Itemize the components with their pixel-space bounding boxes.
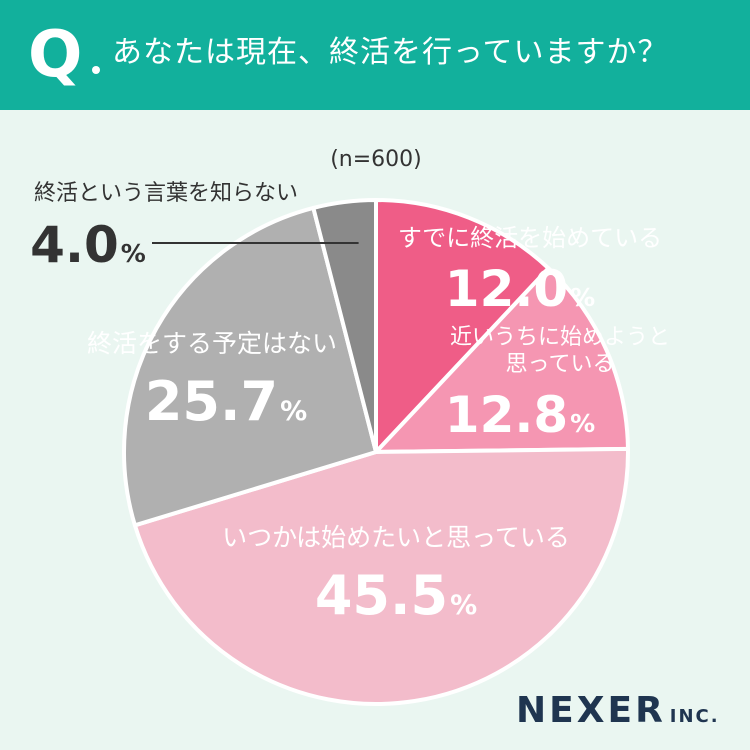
nexer-logo: NEXER INC. [516, 690, 720, 734]
slice-label: 終活をする予定はない [87, 329, 337, 358]
pie-slice [374, 266, 630, 454]
slice-value: 25.7% [145, 370, 307, 433]
slice-value: 12.8% [445, 386, 595, 444]
pie-slice [374, 198, 551, 454]
slice-value: 12.0% [445, 260, 595, 318]
question-header: Q あなたは現在、終活を行っていますか？ [0, 0, 750, 110]
logo-main: NEXER [516, 690, 666, 731]
sample-size-label: (n=600) [330, 147, 422, 172]
slice-value: 45.5% [315, 564, 477, 627]
logo-inc: INC. [669, 706, 720, 727]
slice-label: いつかは始めたいと思っている [222, 523, 570, 552]
question-text: あなたは現在、終活を行っていますか？ [112, 35, 669, 70]
pie-slice [311, 198, 378, 454]
slice-label: すでに終活を始めている [398, 224, 662, 252]
slice-label: 終活という言葉を知らない [34, 181, 298, 206]
slice-label: 近いうちに始めようと [450, 325, 670, 350]
pie-slice [132, 446, 630, 706]
q-dot-icon [92, 66, 100, 74]
pie-slice [122, 205, 378, 528]
slice-value: 4.0% [30, 216, 146, 274]
q-mark: Q [28, 18, 83, 92]
slice-label: 思っている [506, 352, 615, 377]
